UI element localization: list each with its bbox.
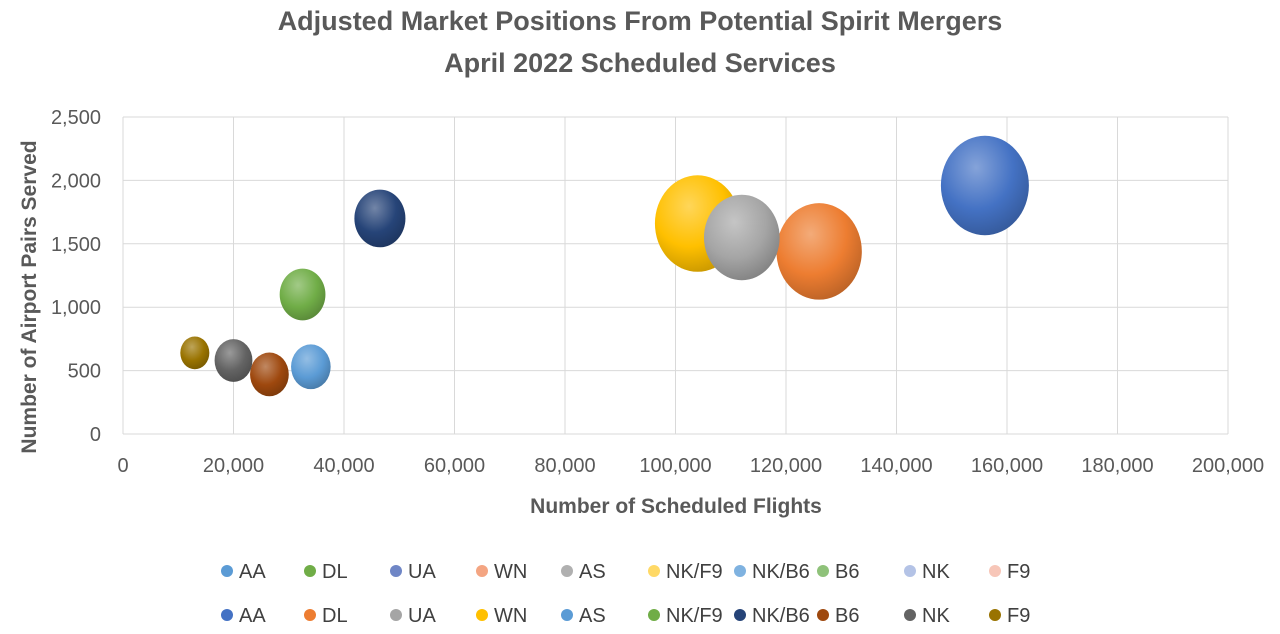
bubble-nk-b6 bbox=[354, 189, 406, 248]
x-tick-label: 100,000 bbox=[639, 455, 711, 477]
x-tick-label: 40,000 bbox=[313, 455, 374, 477]
legend-marker-nk bbox=[904, 609, 916, 621]
x-tick-label: 80,000 bbox=[534, 455, 595, 477]
legend-marker-ua bbox=[390, 609, 402, 621]
legend-label: NK/B6 bbox=[752, 561, 810, 583]
y-tick-label: 0 bbox=[90, 424, 101, 446]
x-tick-label: 120,000 bbox=[750, 455, 822, 477]
legend-marker-aa bbox=[221, 609, 233, 621]
legend-label: F9 bbox=[1007, 605, 1030, 627]
x-axis-title: Number of Scheduled Flights bbox=[530, 495, 822, 518]
legend-label: NK bbox=[922, 605, 950, 627]
bubble-aa bbox=[940, 135, 1029, 236]
legend-marker-nk-f9 bbox=[648, 609, 660, 621]
legend-label: WN bbox=[494, 605, 527, 627]
legend-marker-b6 bbox=[817, 609, 829, 621]
legend-marker-wn bbox=[476, 565, 488, 577]
y-axis-ticks: 0 500 1,000 1,500 2,000 2,500 bbox=[51, 107, 101, 446]
y-tick-label: 1,000 bbox=[51, 297, 101, 319]
x-tick-label: 60,000 bbox=[424, 455, 485, 477]
legend-label: AA bbox=[239, 561, 266, 583]
x-tick-label: 160,000 bbox=[971, 455, 1043, 477]
legend-label: AS bbox=[579, 605, 606, 627]
bubble-as bbox=[291, 344, 331, 390]
x-tick-label: 20,000 bbox=[203, 455, 264, 477]
legend-label: NK bbox=[922, 561, 950, 583]
legend-label: NK/F9 bbox=[666, 561, 723, 583]
bubble-nk-f9 bbox=[279, 268, 326, 321]
x-tick-label: 180,000 bbox=[1081, 455, 1153, 477]
legend-label: F9 bbox=[1007, 561, 1030, 583]
x-tick-label: 0 bbox=[117, 455, 128, 477]
y-tick-label: 2,500 bbox=[51, 107, 101, 129]
legend-marker-b6 bbox=[817, 565, 829, 577]
bubble-dl bbox=[776, 203, 862, 300]
y-tick-label: 1,500 bbox=[51, 234, 101, 256]
bubble-series bbox=[180, 135, 1029, 397]
legend-marker-nk-b6 bbox=[734, 565, 746, 577]
legend-marker-as bbox=[561, 565, 573, 577]
y-tick-label: 500 bbox=[68, 361, 101, 383]
bubble-b6 bbox=[250, 352, 289, 397]
legend-label: B6 bbox=[835, 605, 859, 627]
legend-label: DL bbox=[322, 605, 348, 627]
legend-label: UA bbox=[408, 605, 436, 627]
legend-marker-nk bbox=[904, 565, 916, 577]
legend-marker-as bbox=[561, 609, 573, 621]
legend-marker-dl bbox=[304, 565, 316, 577]
legend-marker-f9 bbox=[989, 609, 1001, 621]
legend-marker-aa bbox=[221, 565, 233, 577]
legend-label: UA bbox=[408, 561, 436, 583]
x-axis-ticks: 0 20,000 40,000 60,000 80,000 100,000 120,000 1… bbox=[117, 455, 1264, 477]
bubble-f9 bbox=[180, 336, 210, 370]
bubble-nk bbox=[214, 339, 253, 382]
y-tick-label: 2,000 bbox=[51, 170, 101, 192]
legend-marker-ua bbox=[390, 565, 402, 577]
legend-marker-dl bbox=[304, 609, 316, 621]
chart-title: Adjusted Market Positions From Potential… bbox=[277, 6, 1003, 36]
x-tick-label: 140,000 bbox=[860, 455, 932, 477]
legend-label: WN bbox=[494, 561, 527, 583]
legend-label: DL bbox=[322, 561, 348, 583]
bubble-ua bbox=[703, 194, 780, 281]
legend-label: AA bbox=[239, 605, 266, 627]
legend: AA DL UA WN AS NK/F9 NK/B6 B6 NK F9 AA DL UA WN AS NK/F… bbox=[221, 561, 1030, 627]
legend-marker-nk-f9 bbox=[648, 565, 660, 577]
legend-label: B6 bbox=[835, 561, 859, 583]
x-tick-label: 200,000 bbox=[1192, 455, 1264, 477]
chart-subtitle: April 2022 Scheduled Services bbox=[444, 48, 836, 78]
legend-marker-f9 bbox=[989, 565, 1001, 577]
y-axis-title: Number of Airport Pairs Served bbox=[18, 140, 41, 453]
legend-label: NK/B6 bbox=[752, 605, 810, 627]
legend-marker-nk-b6 bbox=[734, 609, 746, 621]
legend-label: AS bbox=[579, 561, 606, 583]
legend-marker-wn bbox=[476, 609, 488, 621]
legend-label: NK/F9 bbox=[666, 605, 723, 627]
